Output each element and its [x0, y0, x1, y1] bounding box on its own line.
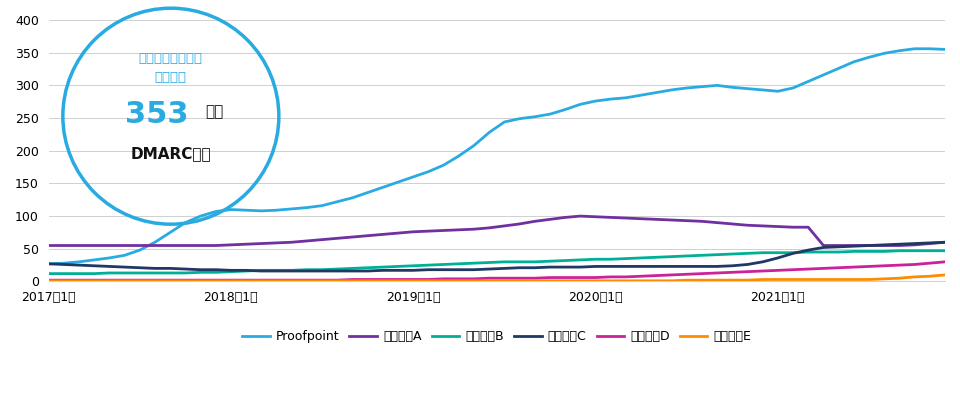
Proofpoint: [347, 195, 358, 200]
Line: ベンダーC: ベンダーC: [49, 242, 945, 271]
Text: DMARC対応: DMARC対応: [131, 147, 211, 162]
ベンダーC: [255, 269, 267, 274]
ベンダーD: [195, 278, 206, 283]
ベンダーE: [271, 279, 282, 283]
ベンダーD: [301, 278, 313, 283]
ベンダーB: [301, 267, 313, 272]
ベンダーD: [347, 277, 358, 282]
ベンダーE: [605, 279, 616, 283]
ベンダーB: [605, 257, 616, 262]
ベンダーA: [575, 214, 587, 219]
ベンダーE: [347, 279, 358, 283]
ベンダーA: [347, 234, 358, 239]
Text: プルーフポイント
によって: プルーフポイント によって: [139, 52, 203, 84]
ベンダーE: [939, 272, 950, 277]
Legend: Proofpoint, ベンダーA, ベンダーB, ベンダーC, ベンダーD, ベンダーE: Proofpoint, ベンダーA, ベンダーB, ベンダーC, ベンダーD, …: [237, 325, 756, 349]
ベンダーB: [43, 271, 55, 276]
ベンダーA: [271, 241, 282, 246]
Line: ベンダーD: ベンダーD: [49, 262, 945, 280]
Proofpoint: [331, 199, 343, 204]
ベンダーB: [271, 268, 282, 273]
Text: 社が: 社が: [204, 104, 223, 119]
Line: ベンダーE: ベンダーE: [49, 275, 945, 281]
ベンダーA: [620, 215, 632, 220]
Line: Proofpoint: Proofpoint: [49, 49, 945, 264]
ベンダーD: [939, 260, 950, 265]
Proofpoint: [909, 46, 921, 51]
ベンダーD: [605, 274, 616, 279]
ベンダーC: [362, 269, 373, 274]
ベンダーC: [316, 269, 327, 274]
Text: 353: 353: [125, 100, 188, 129]
ベンダーB: [939, 248, 950, 253]
ベンダーA: [195, 243, 206, 248]
Proofpoint: [43, 261, 55, 266]
ベンダーE: [301, 279, 313, 283]
ベンダーC: [195, 267, 206, 272]
ベンダーE: [331, 279, 343, 283]
ベンダーC: [939, 240, 950, 245]
ベンダーC: [43, 261, 55, 266]
ベンダーD: [331, 278, 343, 283]
Line: ベンダーA: ベンダーA: [49, 216, 945, 246]
ベンダーC: [620, 264, 632, 269]
ベンダーA: [939, 240, 950, 245]
Proofpoint: [605, 97, 616, 102]
ベンダーE: [43, 279, 55, 283]
ベンダーA: [43, 243, 55, 248]
ベンダーA: [331, 236, 343, 241]
ベンダーC: [286, 269, 298, 274]
ベンダーB: [195, 270, 206, 275]
ベンダーB: [347, 266, 358, 271]
Proofpoint: [301, 205, 313, 210]
Proofpoint: [195, 214, 206, 219]
ベンダーC: [347, 269, 358, 274]
ベンダーB: [331, 267, 343, 272]
Line: ベンダーB: ベンダーB: [49, 251, 945, 274]
ベンダーE: [195, 279, 206, 283]
ベンダーB: [894, 248, 905, 253]
ベンダーA: [301, 239, 313, 243]
ベンダーD: [43, 278, 55, 283]
ベンダーD: [271, 278, 282, 283]
Proofpoint: [939, 47, 950, 52]
Proofpoint: [271, 208, 282, 213]
